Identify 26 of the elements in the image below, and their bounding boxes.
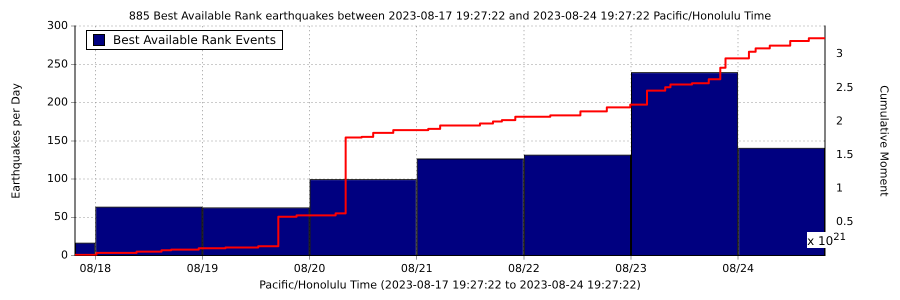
y-tick-label: 100	[47, 172, 68, 185]
x-tick-label: 08/21	[400, 262, 433, 276]
x-axis-title: Pacific/Honolulu Time (2023-08-17 19:27:22 to 2023-08-24 19:27:22)	[259, 278, 641, 292]
annotation: x 10$^{21}$	[807, 232, 846, 248]
y2-tick-label: 2.5	[836, 80, 854, 94]
y2-tick-label: 1.5	[836, 148, 854, 161]
x-tick-label: 08/19	[186, 262, 218, 276]
y-tick-label: 300	[47, 19, 68, 32]
y2-axis-title: Cumulative Moment	[878, 85, 891, 198]
chart-title: 885 Best Available Rank earthquakes between 2023-08-17 19:27:22 and 2023-08-24 19:27:22 Pacific/Honolulu Time	[128, 9, 772, 22]
x-tick-label: 08/23	[615, 262, 647, 276]
y-axis-title: Earthquakes per Day	[9, 82, 22, 199]
x-tick-label: 08/22	[508, 262, 540, 276]
y2-tick-label: 1	[836, 181, 843, 194]
x-tick-label: 08/24	[722, 262, 754, 276]
y-tick-label: 250	[47, 57, 68, 70]
y-tick-label: 150	[47, 134, 68, 147]
x-tick-label: 08/20	[294, 262, 326, 276]
y2-tick-label: 3	[836, 47, 843, 60]
y-tick-label: 50	[54, 210, 68, 224]
y-tick-label: 200	[47, 96, 68, 109]
y2-tick-label: 0.5	[836, 214, 854, 228]
y2-tick-label: 2	[836, 114, 843, 128]
legend-label: Best Available Rank Events	[113, 33, 276, 47]
y-tick-label: 0	[61, 248, 68, 262]
x-tick-label: 08/18	[79, 262, 112, 276]
